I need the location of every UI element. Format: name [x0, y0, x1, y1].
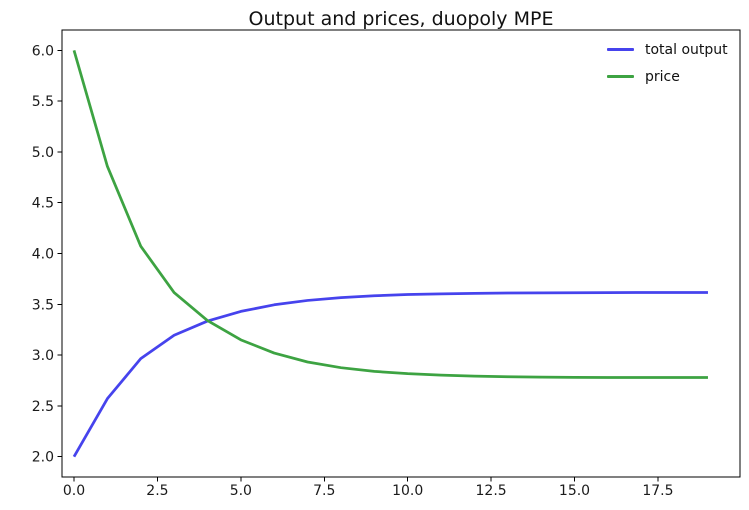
x-tick-label: 15.0	[559, 483, 590, 499]
legend-line-swatch-icon	[607, 48, 634, 51]
x-tick-label: 17.5	[642, 483, 673, 499]
x-tick-label: 12.5	[476, 483, 507, 499]
y-tick-label: 5.0	[32, 145, 54, 161]
x-tick-label: 2.5	[146, 483, 168, 499]
chart-title: Output and prices, duopoly MPE	[248, 8, 554, 30]
series-line-total-output	[72, 291, 708, 458]
legend: total output price	[607, 36, 728, 90]
y-tick-label: 4.5	[32, 196, 54, 212]
y-tick-label: 3.0	[32, 348, 54, 364]
y-tick-label: 2.5	[32, 399, 54, 415]
axes-spines	[61, 29, 741, 478]
y-tick-label: 3.5	[32, 297, 54, 313]
x-tick-label: 5.0	[230, 483, 252, 499]
x-tick-label: 7.5	[313, 483, 335, 499]
x-tick-label: 0.0	[63, 483, 85, 499]
series-line-price	[72, 49, 708, 379]
legend-item-total-output: total output	[607, 36, 728, 63]
y-tick-label: 2.0	[32, 450, 54, 466]
y-tick-label: 4.0	[32, 247, 54, 263]
legend-label-total-output: total output	[645, 41, 728, 58]
x-tick-label: 10.0	[392, 483, 423, 499]
legend-line-swatch-icon	[607, 75, 634, 78]
y-tick-label: 5.5	[32, 94, 54, 110]
legend-item-price: price	[607, 63, 728, 90]
y-tick-label: 6.0	[32, 43, 54, 59]
legend-label-price: price	[645, 68, 680, 85]
